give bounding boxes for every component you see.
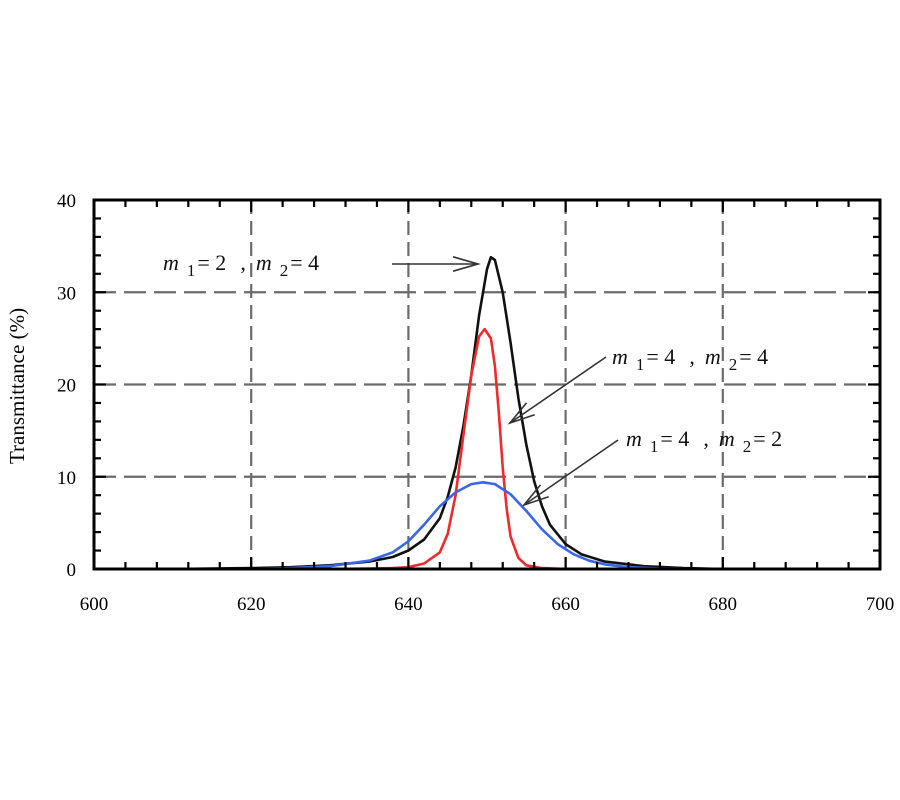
series-layer xyxy=(94,255,880,571)
arrowhead xyxy=(452,256,481,272)
series-line-0 xyxy=(94,255,880,571)
arrowhead xyxy=(521,484,549,507)
annotation-arrow xyxy=(509,356,607,424)
annotation-1: m 1= 4, m 2= 4 xyxy=(507,344,768,425)
x-tick-label: 620 xyxy=(237,594,266,615)
annotation-arrow xyxy=(523,439,619,506)
x-tick-label: 640 xyxy=(394,594,423,615)
tick-marks xyxy=(92,198,882,571)
annotations-layer: m 1= 2, m 2= 4 m 1= 4, m 2= 4 m 1= 4, m 2= 2 xyxy=(163,250,782,507)
series-line-2 xyxy=(94,481,880,571)
y-tick-label: 0 xyxy=(67,560,77,581)
annotation-label: m 1= 4, m 2= 2 xyxy=(626,426,782,456)
annotation-label: m 1= 4, m 2= 4 xyxy=(612,344,768,374)
grid-lines xyxy=(94,200,880,569)
y-tick-label: 20 xyxy=(57,376,76,397)
y-axis-title: Transmittance (%) xyxy=(5,308,29,464)
x-tick-labels: 600 620 640 660 680 700 xyxy=(80,594,895,615)
x-tick-label: 700 xyxy=(866,594,895,615)
annotation-label: m 1= 2, m 2= 4 xyxy=(163,250,319,280)
y-tick-label: 30 xyxy=(57,283,76,304)
arrowhead xyxy=(507,402,535,425)
x-tick-label: 600 xyxy=(80,594,109,615)
y-tick-labels: 0 10 20 30 40 xyxy=(57,191,76,581)
y-tick-label: 40 xyxy=(57,191,76,212)
annotation-2: m 1= 4, m 2= 2 xyxy=(521,426,782,507)
annotation-0: m 1= 2, m 2= 4 xyxy=(163,250,481,280)
y-tick-label: 10 xyxy=(57,468,76,489)
x-tick-label: 680 xyxy=(709,594,738,615)
x-tick-label: 660 xyxy=(551,594,580,615)
